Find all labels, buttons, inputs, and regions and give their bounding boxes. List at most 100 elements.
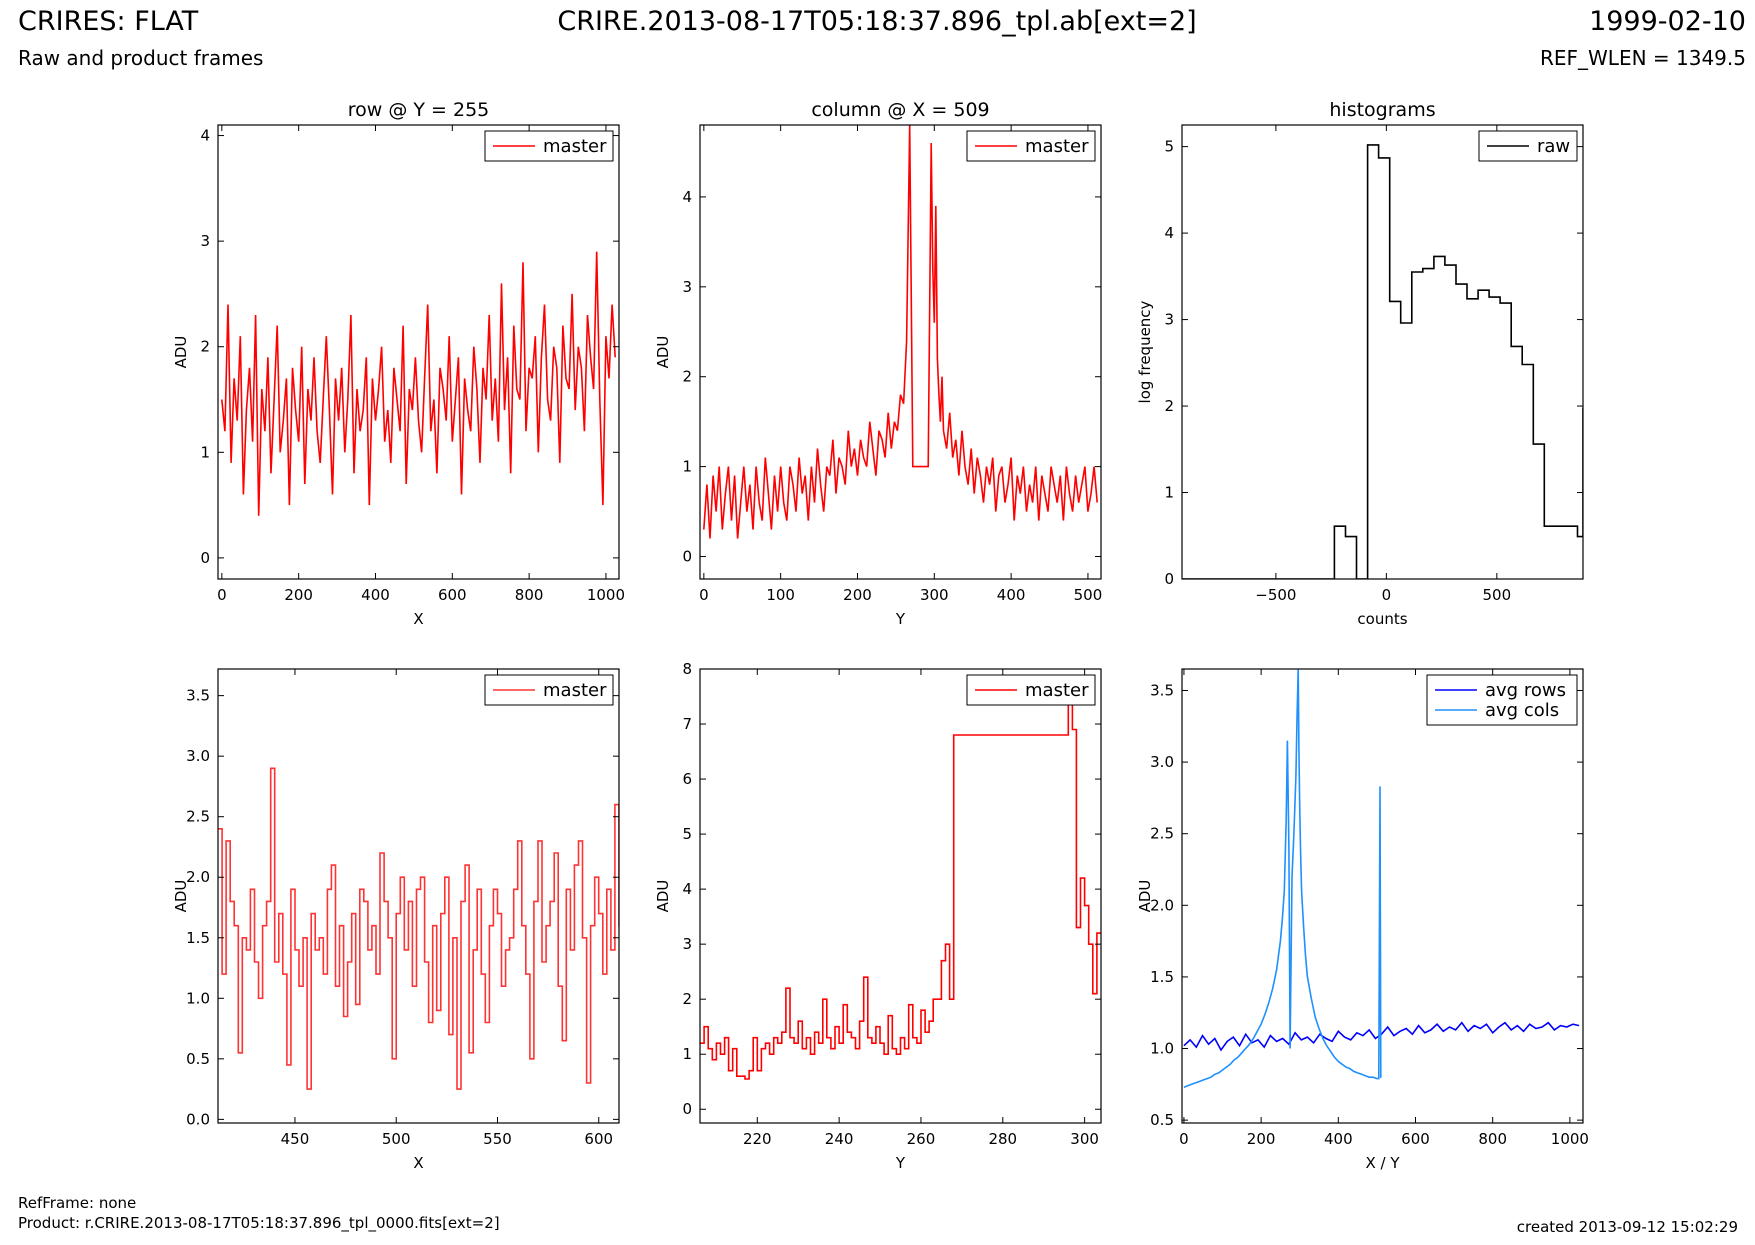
y-tick-label: 2.5	[186, 808, 210, 826]
x-axis-label: X	[413, 610, 423, 628]
x-tick-label: 300	[920, 586, 949, 604]
y-tick-label: 2	[682, 990, 692, 1008]
legend: master	[966, 130, 1096, 162]
page-subtitle: Raw and product frames	[18, 46, 264, 70]
chart-col_zoom: 220 240 260 280 300 0 1 2 3 4 5 6 7 8 Y ADU master	[654, 660, 1102, 1172]
x-tick-label: −500	[1255, 586, 1296, 604]
legend-label: avg rows	[1485, 680, 1566, 701]
y-tick-label: 2.5	[1150, 825, 1174, 843]
series-line-master	[221, 251, 616, 516]
legend: master	[966, 674, 1096, 706]
y-tick-label: 3.0	[1150, 753, 1174, 771]
y-tick-label: 1.0	[1150, 1040, 1174, 1058]
x-tick-label: 100	[766, 586, 795, 604]
chart-hist: −500 0 500 0 1 2 3 4 5 histograms counts log freque…	[1136, 99, 1584, 628]
x-tick-label: 500	[1483, 586, 1512, 604]
legend: master	[484, 130, 614, 162]
y-tick-label: 3.5	[186, 687, 210, 705]
chart-row_zoom: 450 500 550 600 0.0 0.5 1.0 1.5 2.0 2.5 3.0 3.5 X ADU…	[172, 668, 620, 1172]
y-tick-label: 5	[682, 825, 692, 843]
y-tick-label: 5	[1164, 138, 1174, 156]
y-axis-label: ADU	[1136, 880, 1154, 913]
x-tick-label: 800	[515, 586, 544, 604]
x-tick-label: 500	[382, 1130, 411, 1148]
x-tick-label: 220	[743, 1130, 772, 1148]
series-line-avg-cols	[1183, 669, 1382, 1088]
series-line-master	[703, 125, 1098, 539]
series-line-master	[700, 695, 1101, 1080]
x-tick-label: 1000	[1551, 1130, 1589, 1148]
x-tick-label: 800	[1478, 1130, 1507, 1148]
series-line-raw	[1182, 144, 1583, 579]
x-tick-label: 0	[699, 586, 709, 604]
y-tick-label: 2	[1164, 397, 1174, 415]
y-tick-label: 1	[200, 443, 210, 461]
x-tick-label: 200	[843, 586, 872, 604]
y-tick-label: 1	[1164, 484, 1174, 502]
plot-frame	[699, 668, 1102, 1124]
y-tick-label: 0	[682, 548, 692, 566]
y-tick-label: 1.5	[1150, 968, 1174, 986]
x-tick-label: 200	[1247, 1130, 1276, 1148]
y-tick-label: 3.5	[1150, 681, 1174, 699]
legend-box	[1426, 674, 1578, 726]
y-tick-label: 1	[682, 1045, 692, 1063]
y-tick-label: 3.0	[186, 747, 210, 765]
chart-title: row @ Y = 255	[348, 99, 490, 121]
x-tick-label: 0	[1179, 1130, 1189, 1148]
chart-col: 0 100 200 300 400 500 0 1 2 3 4 column @ X = 509 Y AD…	[654, 99, 1102, 628]
legend-label: master	[1025, 680, 1089, 701]
series-line-master	[218, 767, 619, 1090]
x-tick-label: 550	[483, 1130, 512, 1148]
observation-date: 1999-02-10	[1589, 6, 1746, 37]
y-tick-label: 4	[200, 127, 210, 145]
x-axis-label: X	[413, 1154, 423, 1172]
x-tick-label: 200	[284, 586, 313, 604]
x-tick-label: 400	[361, 586, 390, 604]
y-tick-label: 3	[682, 935, 692, 953]
y-tick-label: 0	[1164, 570, 1174, 588]
created-timestamp: created 2013-09-12 15:02:29	[1516, 1218, 1738, 1236]
x-tick-label: 450	[281, 1130, 310, 1148]
y-tick-label: 0.5	[1150, 1111, 1174, 1129]
x-tick-label: 1000	[587, 586, 625, 604]
y-axis-label: ADU	[172, 880, 190, 913]
plot-frame	[217, 668, 620, 1124]
plot-frame	[1181, 124, 1584, 580]
x-tick-label: 0	[1382, 586, 1392, 604]
y-tick-label: 2.0	[186, 868, 210, 886]
x-axis-label: Y	[895, 1154, 906, 1172]
product-label: Product: r.CRIRE.2013-08-17T05:18:37.896…	[18, 1214, 500, 1232]
x-tick-label: 600	[1401, 1130, 1430, 1148]
x-tick-label: 400	[1324, 1130, 1353, 1148]
y-tick-label: 3	[682, 278, 692, 296]
reference-wavelength: REF_WLEN = 1349.5	[1539, 46, 1746, 70]
y-tick-label: 4	[1164, 224, 1174, 242]
legend-box	[966, 130, 1096, 162]
x-tick-label: 300	[1070, 1130, 1099, 1148]
x-axis-label: Y	[895, 610, 906, 628]
y-tick-label: 2	[682, 368, 692, 386]
y-tick-label: 4	[682, 880, 692, 898]
y-tick-label: 0	[682, 1100, 692, 1118]
y-tick-label: 4	[682, 188, 692, 206]
legend-label: avg cols	[1485, 700, 1559, 721]
x-tick-label: 0	[217, 586, 227, 604]
series-line-avg-rows	[1183, 1021, 1580, 1052]
legend: master	[484, 674, 614, 706]
x-tick-label: 280	[988, 1130, 1017, 1148]
plot-frame	[217, 124, 620, 580]
y-axis-label: ADU	[172, 336, 190, 369]
y-tick-label: 2	[200, 338, 210, 356]
x-tick-label: 600	[584, 1130, 613, 1148]
y-tick-label: 0.0	[186, 1110, 210, 1128]
chart-title: histograms	[1329, 99, 1435, 121]
y-axis-label: log frequency	[1136, 300, 1154, 403]
chart-avg: 0 200 400 600 800 1000 0.5 1.0 1.5 2.0 2.5 3.0 3.5 X …	[1136, 668, 1589, 1172]
legend-label: master	[543, 680, 607, 701]
legend-label: raw	[1537, 136, 1570, 157]
y-axis-label: ADU	[654, 336, 672, 369]
file-name: CRIRE.2013-08-17T05:18:37.896_tpl.ab[ext…	[557, 6, 1197, 37]
